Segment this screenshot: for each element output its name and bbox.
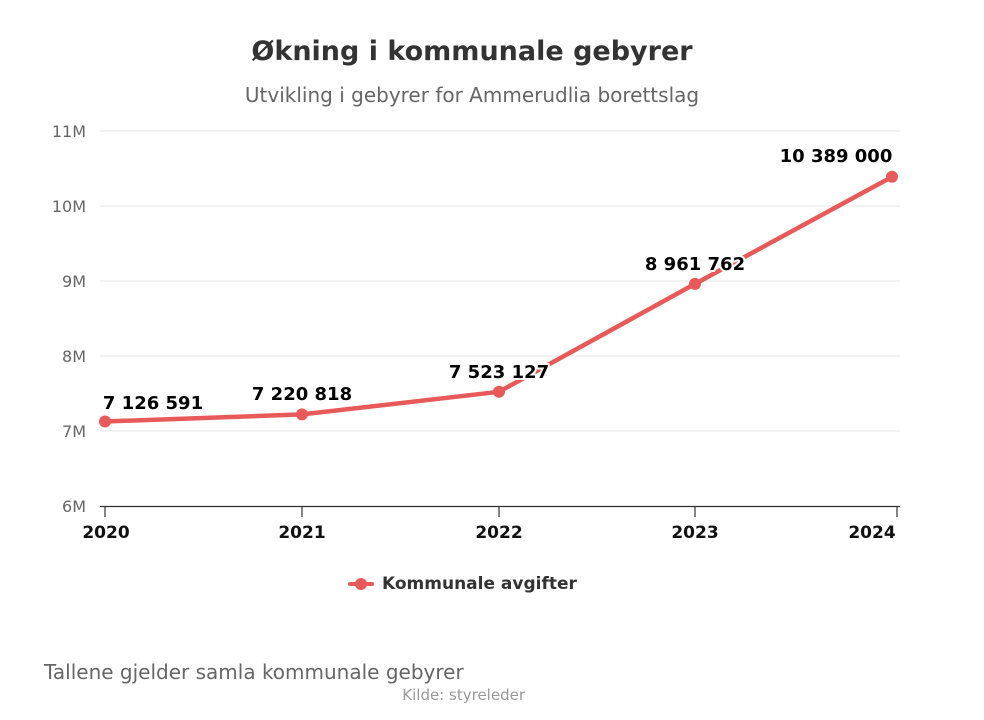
x-axis: 2020 2021 2022 2023 2024	[82, 505, 900, 543]
legend-item-kommunale-avgifter[interactable]: Kommunale avgifter	[348, 574, 577, 594]
data-point-2020[interactable]	[99, 415, 111, 428]
data-labels: 7 126 591 7 220 818 7 523 127 8 961 762 …	[101, 144, 894, 416]
y-tick-label: 9M	[62, 272, 86, 291]
y-tick-label: 11M	[52, 122, 86, 141]
chart-subtitle: Utvikling i gebyrer for Ammerudlia boret…	[244, 83, 700, 107]
legend-label: Kommunale avgifter	[382, 574, 577, 594]
x-tick-label: 2023	[671, 523, 718, 543]
chart-credits: Kilde: styreleder	[402, 686, 525, 704]
x-tick-label: 2021	[278, 523, 325, 543]
series-line[interactable]	[102, 174, 895, 424]
data-label-2022: 7 523 127	[449, 362, 549, 383]
data-point-2022[interactable]	[493, 385, 505, 398]
data-label-2024: 10 389 000	[780, 146, 893, 167]
data-point-2024[interactable]	[886, 170, 898, 183]
legend-line-marker-icon	[348, 577, 374, 591]
x-tick-label: 2024	[848, 523, 895, 543]
y-tick-label: 10M	[52, 197, 86, 216]
data-point-2023[interactable]	[689, 277, 701, 290]
series-kommunale-avgifter[interactable]	[99, 170, 898, 428]
data-label-2020: 7 126 591	[103, 393, 203, 414]
data-label-2023: 8 961 762	[645, 254, 745, 275]
y-tick-label: 6M	[62, 497, 86, 516]
chart-caption: Tallene gjelder samla kommunale gebyrer	[44, 660, 464, 684]
x-tick-label: 2022	[475, 523, 522, 543]
grid-lines	[100, 130, 900, 432]
data-label-2021: 7 220 818	[252, 384, 352, 405]
chart-title: Økning i kommunale gebyrer	[251, 36, 693, 67]
y-tick-label: 7M	[62, 422, 86, 441]
y-axis-labels: 6M 7M 8M 9M 10M 11M	[52, 122, 86, 516]
data-point-2021[interactable]	[296, 408, 308, 421]
y-tick-label: 8M	[62, 347, 86, 366]
x-tick-label: 2020	[82, 523, 129, 543]
